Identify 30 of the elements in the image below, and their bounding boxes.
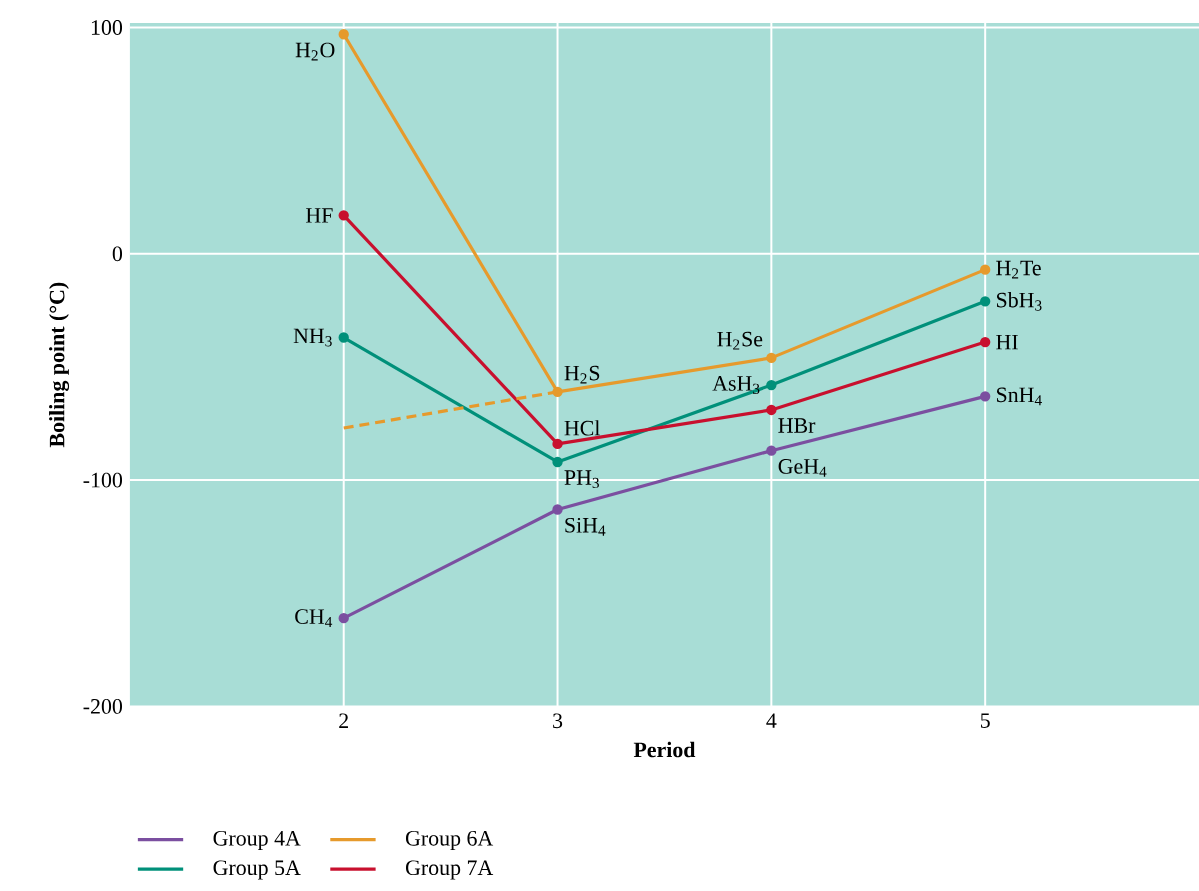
legend-label: Group 4A <box>213 830 301 850</box>
annotation: GeH$_{4}$ <box>778 458 827 477</box>
y-tick-label: -100 <box>83 472 123 488</box>
annotation: H$_{2}$Se <box>717 331 763 350</box>
annotation: CH$_{4}$ <box>295 609 333 627</box>
annotation: SiH$_{4}$ <box>565 517 606 536</box>
annotation: SbH$_{3}$ <box>997 291 1042 311</box>
legend-label: Group 7A <box>405 860 494 880</box>
y-tick-label: 100 <box>91 19 123 35</box>
y-tick-label: 0 <box>112 246 123 262</box>
x-tick-label: 2 <box>339 713 348 728</box>
annotation: AsH$_{3}$ <box>712 375 760 394</box>
annotation: H$_{2}$S <box>564 365 600 384</box>
y-tick-label: -200 <box>83 698 123 714</box>
annotation: H$_{2}$Te <box>996 260 1041 279</box>
x-axis-title: Period <box>633 741 696 758</box>
annotation: HBr <box>778 418 816 433</box>
annotation: HCl <box>564 420 600 436</box>
x-tick-label: 3 <box>553 713 563 729</box>
annotation: PH$_{3}$ <box>564 470 599 488</box>
annotation: H$_{2}$O <box>295 42 335 61</box>
annotation: SnH$_{4}$ <box>997 387 1042 406</box>
annotation: HF <box>305 208 333 223</box>
x-tick-label: 5 <box>980 713 990 728</box>
annotation: HI <box>996 334 1018 350</box>
legend-label: Group 5A <box>213 860 301 880</box>
x-tick-label: 4 <box>766 713 777 728</box>
y-axis-title: Boiling point (°C) <box>49 282 70 448</box>
annotation: NH$_{3}$ <box>293 328 332 347</box>
legend-label: Group 6A <box>405 830 494 850</box>
